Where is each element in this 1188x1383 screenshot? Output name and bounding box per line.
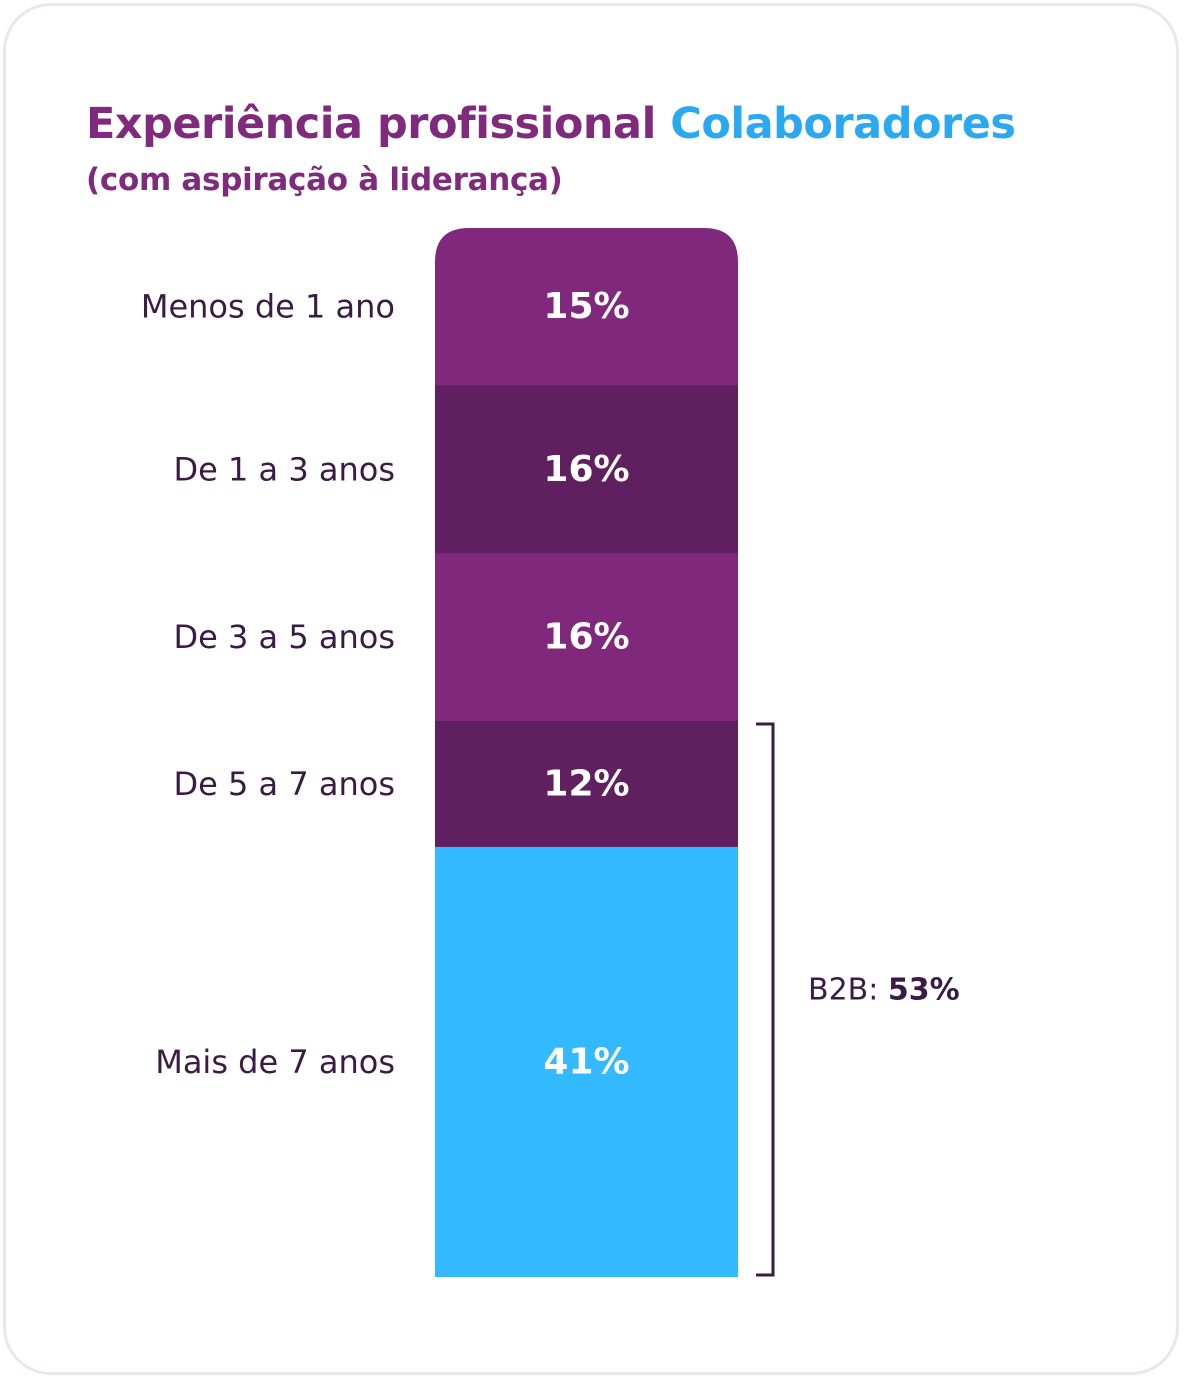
title-highlight: Colaboradores: [670, 99, 1016, 149]
chart-title: Experiência profissional Colaboradores: [86, 96, 1016, 152]
bar-segment: [435, 721, 738, 848]
category-label: De 1 a 3 anos: [174, 450, 395, 488]
category-label: Menos de 1 ano: [141, 288, 395, 326]
chart-subtitle: (com aspiração à liderança): [86, 162, 563, 198]
value-label: 15%: [543, 286, 629, 327]
bracket: [756, 722, 775, 1277]
category-label: De 5 a 7 anos: [174, 765, 395, 803]
value-label: 16%: [543, 617, 629, 658]
bar-segment: [435, 228, 738, 386]
annotation-prefix: B2B:: [808, 972, 888, 1007]
bar-segment: [435, 385, 738, 554]
bar-segments: [435, 228, 738, 1277]
annotation-value: 53%: [888, 972, 960, 1007]
title-main: Experiência profissional: [86, 99, 656, 149]
b2b-annotation: B2B: 53%: [756, 722, 960, 1277]
value-label: 41%: [543, 1041, 629, 1082]
category-labels: Menos de 1 ano De 1 a 3 anos De 3 a 5 anos…: [141, 288, 395, 1081]
value-label: 12%: [543, 763, 629, 804]
annotation-text: B2B: 53%: [808, 972, 960, 1007]
category-label: Mais de 7 anos: [155, 1043, 395, 1081]
value-label: 16%: [543, 449, 629, 490]
bar-segment: [435, 553, 738, 722]
value-labels: 15% 16% 16% 12% 41%: [543, 286, 629, 1082]
bar-segment: [435, 846, 738, 1277]
category-label: De 3 a 5 anos: [174, 618, 395, 656]
